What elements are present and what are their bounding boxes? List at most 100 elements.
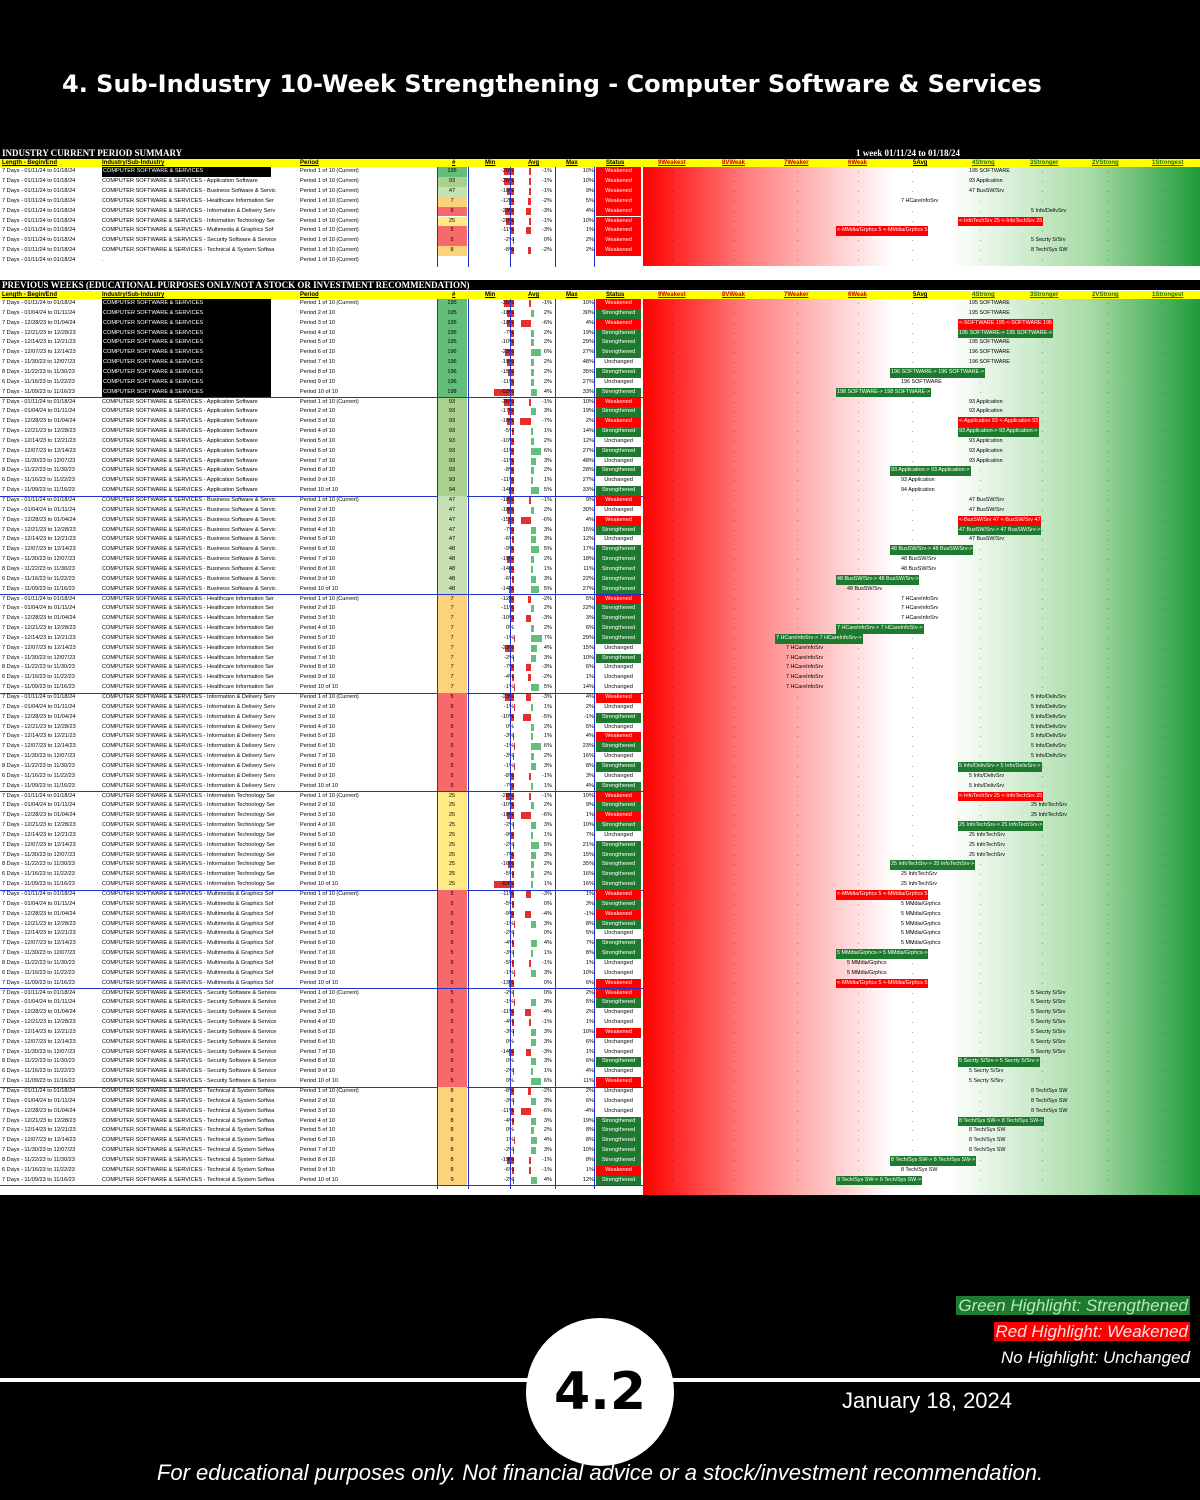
row-min: -23% — [500, 207, 514, 214]
row-status: Weakened — [596, 206, 641, 217]
row-avg: 2% — [543, 753, 552, 760]
row-status: Weakened — [596, 236, 641, 247]
row-status: Unchanged — [604, 1009, 633, 1016]
row-period: Period 7 of 10 — [300, 457, 335, 464]
strength-tag: 93 Application — [969, 408, 1003, 415]
grid-dot: . — [858, 762, 860, 769]
grid-dot: . — [672, 920, 674, 927]
min-bar — [513, 822, 514, 830]
grid-dot: . — [797, 1038, 799, 1045]
avg-bar — [531, 309, 535, 317]
strength-tag: 93 Application-> 93 Application-> — [958, 427, 1039, 437]
row-count: 5 — [437, 781, 467, 792]
row-count: 5 — [437, 939, 467, 950]
grid-dot: . — [1107, 319, 1109, 326]
grid-dot: . — [1162, 388, 1164, 395]
column-separator — [594, 167, 595, 267]
grid-dot: . — [858, 408, 860, 415]
grid-dot: . — [858, 1147, 860, 1154]
grid-dot: . — [1107, 969, 1109, 976]
row-industry: COMPUTER SOFTWARE & SERVICES - Healthcar… — [102, 197, 274, 204]
row-max: 18% — [582, 556, 594, 563]
row-count: 195 — [437, 299, 467, 309]
grid-dot: . — [1042, 900, 1044, 907]
grid-dot: . — [1042, 654, 1044, 661]
strength-tag: <-BusSW/Srv 47 <-BusSW/Srv 47 — [958, 515, 1042, 526]
table-row: 7 Days - 01/11/24 to 01/18/24 COMPUTER SO… — [0, 167, 1200, 177]
min-bar — [512, 428, 514, 436]
row-length: 8 Days - 11/22/23 to 11/30/23 — [2, 664, 75, 671]
grid-dot: . — [734, 1166, 736, 1173]
row-count: 7 — [437, 663, 467, 674]
row-min: -11% — [501, 227, 514, 234]
grid-dot: . — [980, 713, 982, 720]
grid-dot: . — [858, 802, 860, 809]
avg-bar — [531, 536, 536, 544]
row-max: 11% — [583, 1078, 594, 1085]
row-max: 15% — [582, 644, 594, 651]
table-row: 7 Days - 12/28/23 to 01/04/24 COMPUTER SO… — [0, 712, 1200, 723]
grid-dot: . — [912, 684, 914, 691]
grid-dot: . — [672, 802, 674, 809]
grid-dot: . — [1042, 257, 1044, 264]
avg-bar — [531, 871, 535, 879]
row-length: 7 Days - 11/30/23 to 12/07/23 — [2, 457, 76, 464]
row-max: 6% — [585, 1058, 594, 1065]
row-industry: COMPUTER SOFTWARE & SERVICES - Healthcar… — [102, 634, 274, 641]
grid-dot: . — [797, 187, 799, 194]
column-separator — [437, 167, 438, 267]
row-length: 7 Days - 12/14/23 to 12/21/23 — [2, 437, 76, 444]
avg-bar — [531, 753, 535, 761]
grid-dot: . — [980, 930, 982, 937]
grid-dot: . — [1162, 1156, 1164, 1163]
table-row: 6 Days - 11/16/23 to 11/22/23 COMPUTER SO… — [0, 1067, 1200, 1078]
avg-bar — [531, 1038, 536, 1046]
avg-bar — [531, 447, 541, 455]
grid-dot: . — [1162, 1176, 1164, 1183]
row-count: 25 — [437, 860, 467, 871]
row-min: -18% — [500, 418, 514, 425]
grid-dot: . — [1042, 969, 1044, 976]
table-row: 8 Days - 11/22/23 to 11/30/23 COMPUTER SO… — [0, 367, 1200, 378]
row-min: -11% — [501, 457, 514, 464]
grid-dot: . — [797, 881, 799, 888]
row-max: 4% — [585, 733, 594, 740]
row-count: 5 — [437, 1067, 467, 1078]
row-status: Strengthened — [596, 525, 641, 536]
row-industry: COMPUTER SOFTWARE & SERVICES — [102, 367, 271, 378]
grid-dot: . — [858, 772, 860, 779]
row-count: 7 — [437, 196, 467, 207]
grid-dot: . — [858, 487, 860, 494]
row-status: Unchanged — [604, 437, 633, 444]
row-count: 5 — [437, 742, 467, 753]
row-max: 10% — [582, 969, 594, 976]
row-min: -1% — [484, 634, 514, 644]
grid-dot: . — [734, 871, 736, 878]
grid-dot: . — [858, 217, 860, 224]
grid-dot: . — [1107, 467, 1109, 474]
strength-tag: 25 InfoTechSrv — [1031, 812, 1067, 819]
row-max: 10% — [582, 168, 594, 174]
grid-dot: . — [1162, 546, 1164, 553]
row-avg: 1% — [543, 428, 552, 435]
avg-bar — [527, 247, 531, 255]
row-length: 7 Days - 01/11/24 to 01/18/24 — [2, 227, 76, 234]
group-separator — [0, 692, 643, 694]
row-period: Period 6 of 10 — [300, 743, 335, 750]
row-avg: -6% — [542, 516, 552, 523]
table-row: 7 Days - 01/11/24 to 01/18/24 COMPUTER SO… — [0, 397, 1200, 408]
row-industry: COMPUTER SOFTWARE & SERVICES - Business … — [102, 546, 276, 553]
grid-dot: . — [672, 1088, 674, 1094]
column-header-s1: 1Strongest — [1152, 292, 1184, 298]
grid-dot: . — [1162, 1058, 1164, 1065]
grid-dot: . — [1042, 565, 1044, 572]
row-period: Period 7 of 10 — [300, 950, 335, 957]
grid-dot: . — [858, 467, 860, 474]
row-status: Weakened — [596, 417, 641, 428]
row-count: 8 — [437, 1087, 467, 1097]
grid-dot: . — [858, 1137, 860, 1144]
grid-dot: . — [1162, 1078, 1164, 1085]
grid-dot: . — [797, 950, 799, 957]
grid-dot: . — [734, 989, 736, 996]
grid-dot: . — [912, 743, 914, 750]
